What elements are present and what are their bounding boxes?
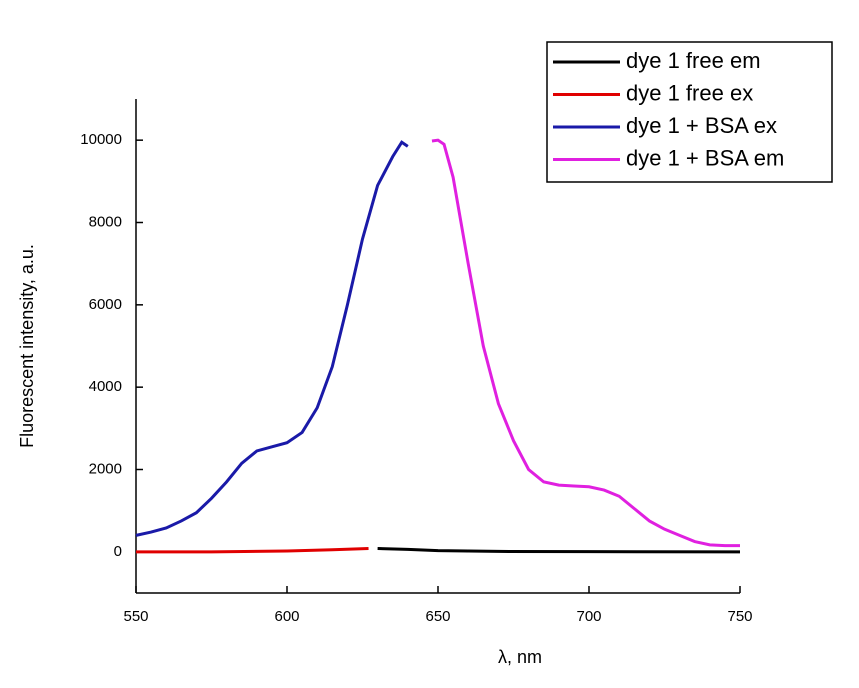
y-tick-label: 6000 (89, 296, 122, 313)
x-tick-label: 700 (576, 608, 601, 625)
legend-label: dye 1 free em (626, 48, 761, 73)
y-axis-label: Fluorescent intensity, a.u. (17, 244, 37, 448)
y-tick-label: 0 (114, 543, 122, 560)
data-line (377, 547, 741, 554)
legend-label: dye 1 + BSA ex (626, 113, 777, 138)
y-tick-label: 4000 (89, 378, 122, 395)
data-line (135, 140, 409, 537)
y-tick-label: 8000 (89, 213, 122, 230)
data-line (431, 138, 740, 548)
y-tick-label: 10000 (80, 131, 122, 148)
legend-label: dye 1 + BSA em (626, 145, 784, 170)
x-tick-label: 650 (425, 608, 450, 625)
legend (546, 41, 833, 183)
x-tick-label: 600 (274, 608, 299, 625)
x-axis-label: λ, nm (498, 647, 542, 667)
data-line (136, 547, 369, 554)
x-tick-label: 550 (123, 608, 148, 625)
y-tick-label: 2000 (89, 460, 122, 477)
legend-label: dye 1 free ex (626, 80, 753, 105)
x-tick-label: 750 (727, 608, 752, 625)
